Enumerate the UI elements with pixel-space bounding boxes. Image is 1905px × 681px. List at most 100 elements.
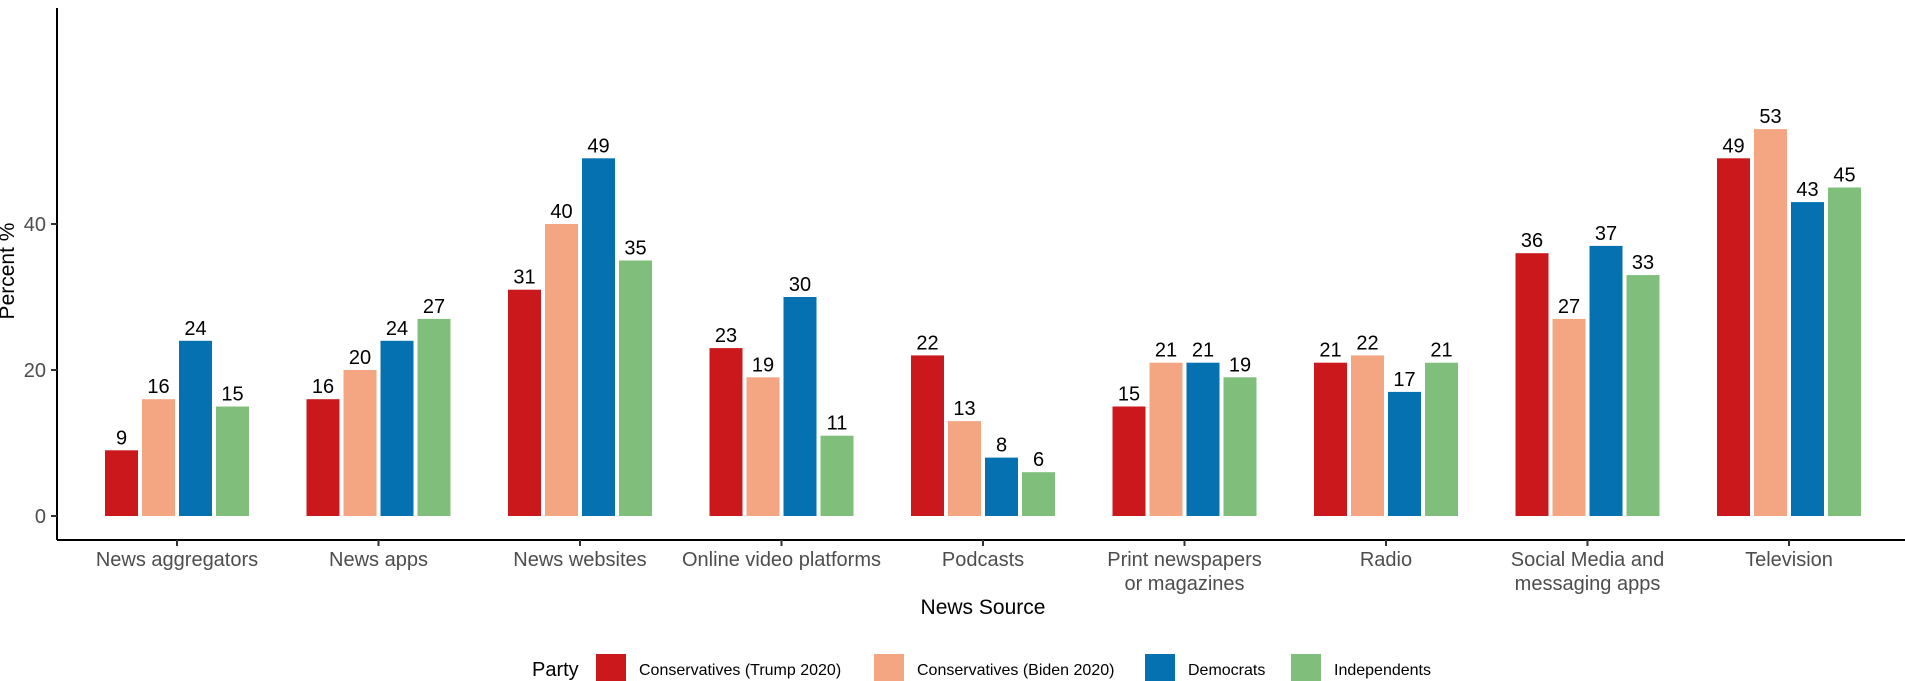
x-tick-label: News aggregators — [96, 549, 258, 571]
bar — [1425, 362, 1458, 516]
bar — [820, 435, 854, 516]
bar-value-label: 43 — [1796, 179, 1818, 201]
bar — [1828, 187, 1861, 516]
bar — [545, 224, 578, 516]
bar-value-label: 27 — [423, 296, 445, 318]
bar — [911, 355, 944, 516]
bar — [1022, 472, 1055, 516]
y-axis-title: Percent % — [0, 223, 19, 320]
bar — [985, 457, 1018, 516]
x-tick-label: Online video platforms — [682, 549, 881, 571]
legend-title: Party — [532, 659, 579, 681]
bar-value-label: 17 — [1393, 369, 1415, 391]
bar-value-label: 20 — [349, 347, 371, 369]
x-tick-label: Radio — [1360, 549, 1412, 571]
legend-key — [1291, 654, 1321, 681]
bar-value-label: 22 — [1356, 332, 1378, 354]
bar — [1754, 129, 1787, 516]
legend-key — [874, 654, 904, 681]
bar — [1314, 362, 1347, 516]
y-tick-label: 0 — [35, 506, 46, 528]
bar — [783, 297, 817, 516]
bar — [508, 289, 541, 516]
bar-value-label: 8 — [996, 435, 1007, 457]
bar — [1552, 318, 1586, 516]
bar-value-label: 15 — [1118, 384, 1140, 406]
bar — [1112, 406, 1146, 516]
x-tick-label: Television — [1745, 549, 1833, 571]
bar-value-label: 49 — [1722, 135, 1744, 157]
bar-value-label: 21 — [1319, 340, 1341, 362]
bar-value-label: 30 — [789, 274, 811, 296]
x-tick-label: Print newspapers or magazines — [1107, 549, 1262, 595]
bar — [709, 348, 743, 516]
bar — [417, 318, 451, 516]
x-tick-label: News websites — [513, 549, 646, 571]
bar — [1515, 253, 1549, 516]
x-tick-label: Social Media and messaging apps — [1511, 549, 1664, 595]
bar — [306, 399, 340, 516]
bar-value-label: 16 — [147, 376, 169, 398]
bar — [1626, 275, 1660, 516]
bar-value-label: 23 — [715, 325, 737, 347]
bar-value-label: 22 — [916, 332, 938, 354]
bar-value-label: 36 — [1521, 230, 1543, 252]
bar-value-label: 21 — [1192, 340, 1214, 362]
x-axis-title: News Source — [921, 596, 1046, 619]
bar-value-label: 21 — [1430, 340, 1452, 362]
bar-value-label: 19 — [752, 354, 774, 376]
legend-label: Conservatives (Biden 2020) — [917, 662, 1114, 679]
bar — [1149, 362, 1183, 516]
bar — [1351, 355, 1384, 516]
legend-label: Conservatives (Trump 2020) — [639, 662, 841, 679]
bar — [343, 370, 377, 516]
bar-value-label: 35 — [624, 238, 646, 260]
bar — [179, 340, 212, 516]
bar-labels: 9 16 24 15 16 20 24 27 31 40 49 35 23 19 30 11 22 13 8 6 15 2… — [116, 106, 1856, 471]
y-ticks: 0 20 40 — [24, 214, 57, 528]
bar — [1717, 158, 1750, 517]
legend: Party Conservatives (Trump 2020) Conserva… — [532, 654, 1431, 681]
bar — [142, 399, 175, 516]
bar — [1589, 245, 1623, 516]
bar-value-label: 15 — [221, 384, 243, 406]
legend-key — [1145, 654, 1175, 681]
axes — [56, 8, 1905, 541]
bar-value-label: 24 — [386, 318, 408, 340]
y-tick-label: 40 — [24, 214, 46, 236]
bar — [380, 340, 414, 516]
bar-value-label: 16 — [312, 376, 334, 398]
bar — [105, 450, 138, 516]
x-tick-label: News apps — [329, 549, 428, 571]
bar-value-label: 49 — [587, 135, 609, 157]
bar — [619, 260, 652, 516]
legend-label: Democrats — [1188, 662, 1265, 679]
x-ticks: News aggregators News apps News websites On… — [96, 540, 1833, 595]
bar-value-label: 45 — [1833, 165, 1855, 187]
bar — [582, 158, 615, 517]
bar-value-label: 53 — [1759, 106, 1781, 128]
bar-value-label: 6 — [1033, 449, 1044, 471]
bar-value-label: 9 — [116, 427, 127, 449]
bar — [1186, 362, 1220, 516]
legend-key — [596, 654, 626, 681]
bar-value-label: 19 — [1229, 354, 1251, 376]
bar-value-label: 37 — [1595, 223, 1617, 245]
bars — [105, 129, 1861, 517]
bar — [1223, 377, 1257, 516]
bar — [1791, 202, 1824, 516]
bar-value-label: 27 — [1558, 296, 1580, 318]
bar-value-label: 21 — [1155, 340, 1177, 362]
bar-value-label: 24 — [184, 318, 206, 340]
x-tick-label: Podcasts — [942, 549, 1024, 571]
bar — [746, 377, 780, 516]
bar-value-label: 33 — [1632, 252, 1654, 274]
bar-value-label: 40 — [550, 201, 572, 223]
bar-value-label: 11 — [827, 413, 848, 435]
y-tick-label: 20 — [24, 360, 46, 382]
legend-label: Independents — [1334, 662, 1431, 679]
bar — [1388, 391, 1421, 516]
bar-value-label: 31 — [513, 267, 535, 289]
bar — [948, 421, 981, 516]
